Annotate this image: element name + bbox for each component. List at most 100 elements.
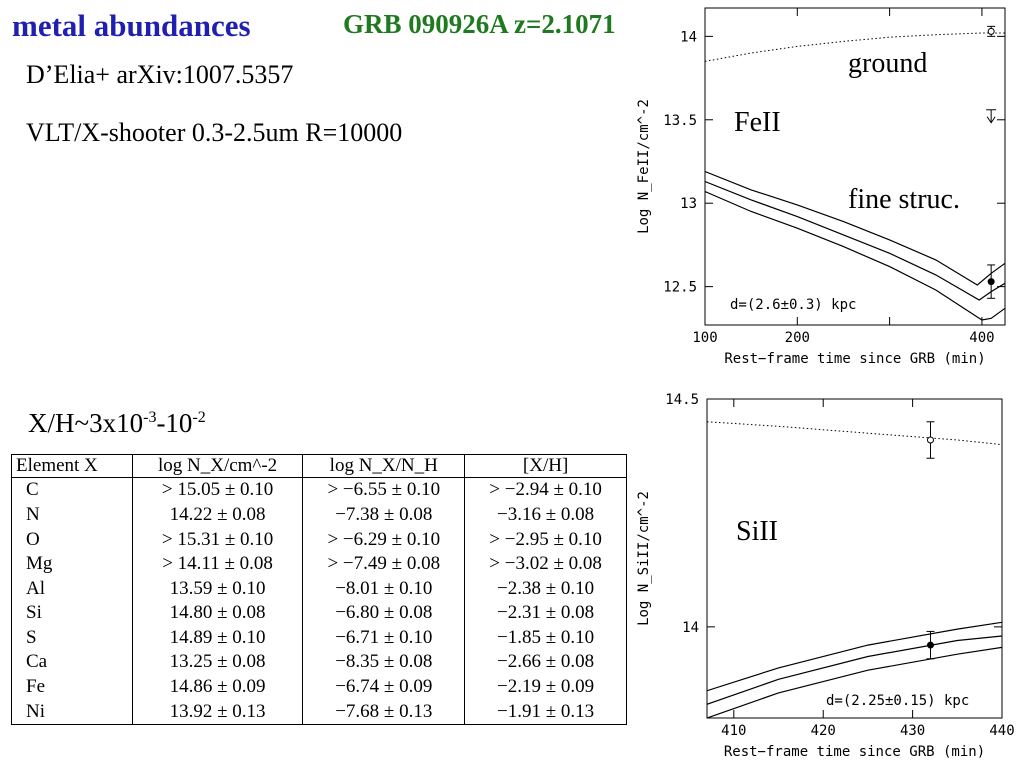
- cell-log-column-density: 13.59 ± 0.10: [131, 576, 303, 601]
- y-tick-label: 13.5: [663, 113, 697, 129]
- siii-chart: 410 420 430 440 14 14.5 Rest−frame time since …: [636, 392, 1015, 760]
- y-tick-label: 12.5: [663, 280, 697, 296]
- cell-metallicity: −1.91 ± 0.13: [464, 699, 627, 726]
- cell-log-ratio-h: > −7.49 ± 0.08: [302, 551, 465, 577]
- table-row: Ca 13.25 ± 0.08 −8.35 ± 0.08 −2.66 ± 0.08: [12, 650, 627, 675]
- y-tick-label: 13: [680, 196, 697, 212]
- series-line-ground: [707, 421, 1002, 446]
- y-tick-label: 14.5: [665, 392, 699, 408]
- header-log-ratio-h: log N_X/N_H: [302, 454, 465, 478]
- instrument-text: VLT/X-shooter 0.3-2.5um R=10000: [26, 118, 403, 147]
- cell-log-column-density: 14.86 ± 0.09: [131, 674, 303, 700]
- cell-log-column-density: > 15.05 ± 0.10: [131, 477, 303, 503]
- annotation-ground: ground: [848, 48, 927, 79]
- cell-element: O: [26, 528, 40, 550]
- citation-text: D’Elia+ arXiv:1007.5357: [26, 60, 294, 89]
- upper-limit-arrow: [986, 116, 996, 124]
- y-axis-label: Log N_SiII/cm^-2: [636, 491, 652, 626]
- annotation-distance: d=(2.6±0.3) kpc: [730, 297, 856, 313]
- cell-element: Ca: [26, 651, 48, 673]
- y-tick-label: 14: [682, 620, 699, 636]
- x-axis-label: Rest−frame time since GRB (min): [724, 351, 985, 367]
- x-tick-label: 200: [785, 330, 810, 346]
- cell-log-column-density: > 14.11 ± 0.08: [131, 551, 303, 577]
- x-tick-label: 410: [721, 723, 746, 739]
- cell-log-ratio-h: −7.38 ± 0.08: [302, 502, 465, 528]
- data-point-filled: [987, 278, 995, 286]
- table-row: Si 14.80 ± 0.08 −6.80 ± 0.08 −2.31 ± 0.08: [12, 600, 627, 626]
- ratio-exponent-2: -2: [192, 409, 206, 426]
- ratio-mid: -10: [156, 408, 193, 438]
- y-tick-label: 14: [680, 29, 697, 45]
- cell-metallicity: −1.85 ± 0.10: [464, 625, 627, 651]
- series-group: [707, 421, 1002, 718]
- cell-element: C: [26, 479, 39, 501]
- data-point-filled: [926, 641, 934, 649]
- table-row: N 14.22 ± 0.08 −7.38 ± 0.08 −3.16 ± 0.08: [12, 502, 627, 528]
- cell-element: N: [26, 503, 40, 525]
- table-row: O > 15.31 ± 0.10 > −6.29 ± 0.10 > −2.95 ± 0…: [12, 527, 627, 552]
- annotation-distance: d=(2.25±0.15) kpc: [826, 693, 969, 709]
- x-tick-label: 100: [692, 330, 717, 346]
- cell-metallicity: −3.16 ± 0.08: [464, 502, 627, 528]
- table-row: Fe 14.86 ± 0.09 −6.74 ± 0.09 −2.19 ± 0.09: [12, 674, 627, 700]
- cell-log-ratio-h: −7.68 ± 0.13: [302, 699, 465, 726]
- cell-log-column-density: 13.92 ± 0.13: [131, 699, 303, 726]
- series-line-fine-structure: [707, 646, 1002, 718]
- annotation-siii: SiII: [736, 516, 778, 547]
- cell-metallicity: −2.66 ± 0.08: [464, 650, 627, 675]
- series-line-fine-structure: [705, 190, 1005, 321]
- cell-log-column-density: > 15.31 ± 0.10: [131, 527, 303, 552]
- cell-element: Mg: [26, 553, 53, 575]
- x-tick-label: 440: [989, 723, 1014, 739]
- x-tick-label: 430: [900, 723, 925, 739]
- cell-log-ratio-h: −6.71 ± 0.10: [302, 625, 465, 651]
- table-row: Ni 13.92 ± 0.13 −7.68 ± 0.13 −1.91 ± 0.13: [11, 699, 627, 726]
- table-row: S 14.89 ± 0.10 −6.71 ± 0.10 −1.85 ± 0.10: [12, 625, 627, 651]
- data-point-open: [987, 27, 995, 35]
- cell-element: Fe: [26, 675, 45, 697]
- cell-log-ratio-h: −6.80 ± 0.08: [302, 600, 465, 626]
- header-metallicity: [X/H]: [464, 454, 627, 478]
- feii-chart: 100 200 400 12.5 13 13.5 14 Rest−frame time sin…: [636, 7, 1006, 367]
- series-line-fine-structure: [707, 635, 1002, 705]
- cell-log-ratio-h: > −6.55 ± 0.10: [302, 477, 465, 503]
- table-row: Mg > 14.11 ± 0.08 > −7.49 ± 0.08 > −3.02 ± …: [12, 551, 627, 577]
- series-line-fine-structure: [705, 180, 1005, 301]
- cell-metallicity: −2.38 ± 0.10: [464, 576, 627, 601]
- cell-metallicity: > −2.94 ± 0.10: [464, 477, 627, 503]
- series-group: [705, 32, 1005, 321]
- cell-element: Si: [26, 602, 42, 624]
- cell-element: S: [26, 626, 37, 648]
- cell-log-column-density: 14.89 ± 0.10: [131, 625, 303, 651]
- cell-metallicity: > −2.95 ± 0.10: [464, 527, 627, 552]
- x-tick-label: 400: [969, 330, 994, 346]
- cell-log-ratio-h: −6.74 ± 0.09: [302, 674, 465, 700]
- annotation-fine-structure: fine struc.: [848, 184, 960, 215]
- cell-element: Al: [26, 577, 45, 599]
- y-axis-label: Log N_FeII/cm^-2: [636, 99, 652, 234]
- cell-log-ratio-h: > −6.29 ± 0.10: [302, 527, 465, 552]
- abundance-table: Element X log N_X/cm^-2 log N_X/N_H [X/H…: [11, 454, 627, 726]
- table-body: C > 15.05 ± 0.10 > −6.55 ± 0.10 > −2.94 ± 0…: [11, 477, 627, 726]
- ratio-prefix: X/H~3x10: [28, 408, 144, 438]
- grb-label: GRB 090926A z=2.1071: [343, 9, 616, 39]
- cell-log-column-density: 14.80 ± 0.08: [131, 600, 303, 626]
- cell-log-ratio-h: −8.35 ± 0.08: [302, 650, 465, 675]
- series-line-fine-structure: [707, 621, 1002, 692]
- x-axis-label: Rest−frame time since GRB (min): [724, 744, 985, 760]
- abundance-ratio: X/H~3x10-3-10-2: [28, 408, 206, 439]
- series-line-fine-structure: [705, 170, 1005, 286]
- slide-title: metal abundances: [12, 8, 251, 43]
- cell-metallicity: −2.31 ± 0.08: [464, 600, 627, 626]
- ratio-exponent-1: -3: [143, 409, 157, 426]
- table-row: C > 15.05 ± 0.10 > −6.55 ± 0.10 > −2.94 ± 0…: [12, 477, 627, 503]
- cell-log-column-density: 13.25 ± 0.08: [131, 650, 303, 675]
- cell-metallicity: −2.19 ± 0.09: [464, 674, 627, 700]
- table-header-row: Element X log N_X/cm^-2 log N_X/N_H [X/H…: [11, 454, 627, 478]
- table-row: Al 13.59 ± 0.10 −8.01 ± 0.10 −2.38 ± 0.10: [12, 576, 627, 601]
- x-tick-label: 420: [811, 723, 836, 739]
- annotation-feii: FeII: [734, 107, 781, 138]
- header-log-column-density: log N_X/cm^-2: [131, 454, 303, 478]
- plot-frame: [704, 7, 1006, 326]
